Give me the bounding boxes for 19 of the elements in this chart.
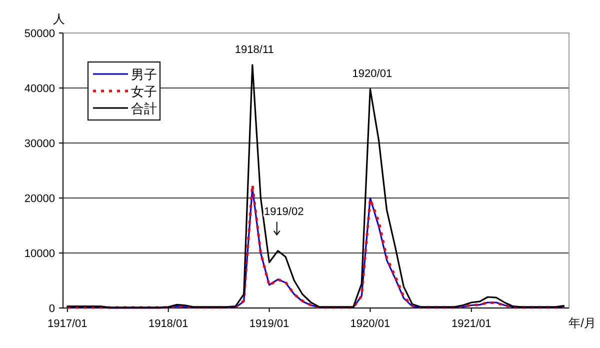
y-axis-title: 人 bbox=[53, 12, 65, 26]
y-tick-label: 40000 bbox=[24, 83, 55, 95]
y-tick-label: 20000 bbox=[24, 193, 55, 205]
y-tick-label: 0 bbox=[48, 303, 55, 315]
annotation: 1919/02 bbox=[264, 206, 304, 218]
x-tick-label: 1917/01 bbox=[48, 318, 88, 330]
annotation: 1920/01 bbox=[352, 68, 392, 80]
x-tick-label: 1920/01 bbox=[350, 318, 390, 330]
x-tick-label: 1919/01 bbox=[249, 318, 290, 330]
y-tick-label: 10000 bbox=[24, 248, 55, 260]
x-axis-title: 年/月 bbox=[568, 316, 596, 330]
legend-label: 男子 bbox=[131, 67, 157, 82]
legend-label: 合計 bbox=[131, 101, 157, 116]
x-tick-label: 1921/01 bbox=[452, 318, 492, 330]
y-tick-label: 50000 bbox=[24, 28, 55, 40]
y-tick-label: 30000 bbox=[24, 138, 55, 150]
x-tick-label: 1918/01 bbox=[148, 318, 188, 330]
legend-label: 女子 bbox=[131, 84, 157, 99]
annotation: 1918/11 bbox=[234, 44, 274, 56]
